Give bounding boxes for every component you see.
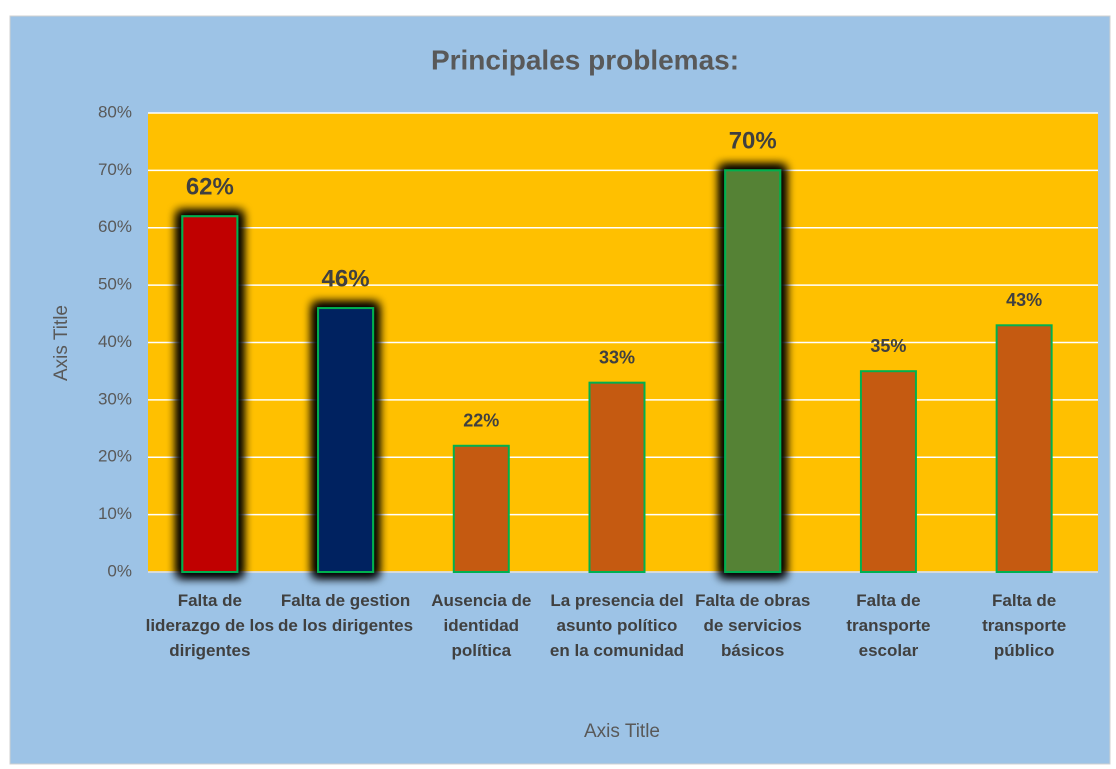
x-tick-label: Falta de gestion de los dirigentes xyxy=(278,591,414,635)
x-tick-label: Falta de liderazgo de los dirigentes xyxy=(145,591,275,660)
chart-title: Principales problemas: xyxy=(431,44,739,75)
y-tick-label: 50% xyxy=(98,275,132,294)
y-tick-label: 0% xyxy=(107,561,132,580)
data-label: 70% xyxy=(729,128,777,155)
bar xyxy=(995,324,1053,573)
y-tick-label: 30% xyxy=(98,389,132,408)
bar xyxy=(724,169,782,573)
bar xyxy=(588,381,646,573)
x-tick-label: Falta de obras de servicios básicos xyxy=(695,591,811,660)
data-label: 33% xyxy=(599,347,635,367)
x-tick-label: Falta de transporte público xyxy=(982,591,1067,660)
x-axis-title: Axis Title xyxy=(584,721,660,742)
x-tick-label: Ausencia de identidad política xyxy=(431,591,532,660)
y-tick-label: 80% xyxy=(98,102,132,121)
data-label: 35% xyxy=(870,336,906,356)
data-label: 62% xyxy=(186,174,234,201)
data-label: 43% xyxy=(1006,290,1042,310)
data-label: 46% xyxy=(322,265,370,292)
y-axis-title: Axis Title xyxy=(51,305,72,381)
x-tick-label: Falta de transporte escolar xyxy=(846,591,931,660)
bar xyxy=(859,370,917,573)
data-label: 22% xyxy=(463,411,499,431)
y-tick-label: 70% xyxy=(98,160,132,179)
bar xyxy=(317,307,375,573)
y-tick-label: 10% xyxy=(98,504,132,523)
y-tick-label: 40% xyxy=(98,332,132,351)
bar xyxy=(181,215,239,573)
x-tick-label: La presencia del asunto político en la c… xyxy=(549,591,685,660)
bar xyxy=(452,444,510,573)
y-tick-label: 20% xyxy=(98,447,132,466)
y-tick-label: 60% xyxy=(98,217,132,236)
